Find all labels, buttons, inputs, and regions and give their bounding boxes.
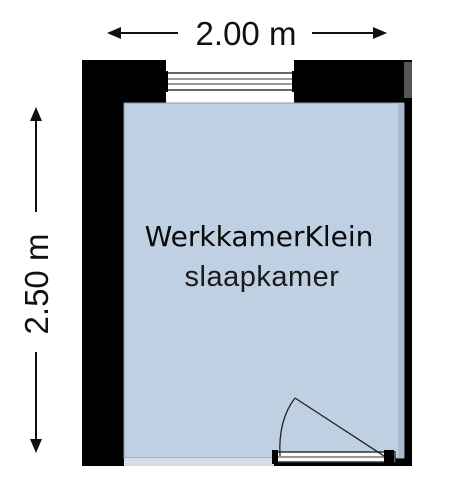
top-window-frame: [165, 72, 295, 91]
room-floor: [123, 102, 405, 459]
height-label: 2.50 m: [18, 234, 55, 335]
top-window-jamb-right: [292, 71, 297, 92]
bottom-door-jamb-left: [272, 450, 278, 464]
top-window: [163, 71, 297, 92]
width-arrow-left-head: [107, 27, 121, 39]
door-swing: [279, 397, 385, 457]
wall-top-right: [294, 60, 412, 103]
wall-corner-shade: [404, 62, 412, 98]
height-arrow-top-head: [30, 107, 42, 121]
height-dimension: 2.50 m: [18, 107, 55, 453]
wall-right: [404, 60, 412, 466]
width-arrow-right-head: [373, 27, 387, 39]
room-name: WerkkamerKlein: [145, 220, 374, 253]
door-leaf: [294, 397, 385, 457]
top-window-jamb-left: [163, 71, 168, 92]
height-arrow-bottom-head: [30, 439, 42, 453]
wall-left: [82, 60, 124, 466]
width-label: 2.00 m: [196, 15, 297, 52]
floor-edge-shade: [398, 103, 404, 458]
door-swing-arc: [279, 397, 296, 457]
bottom-door-jamb-right: [384, 450, 394, 464]
bottom-opening: [124, 450, 396, 466]
bottom-opening-gap: [124, 458, 274, 466]
room-type: slaapkamer: [185, 261, 340, 293]
width-dimension: 2.00 m: [107, 15, 387, 52]
